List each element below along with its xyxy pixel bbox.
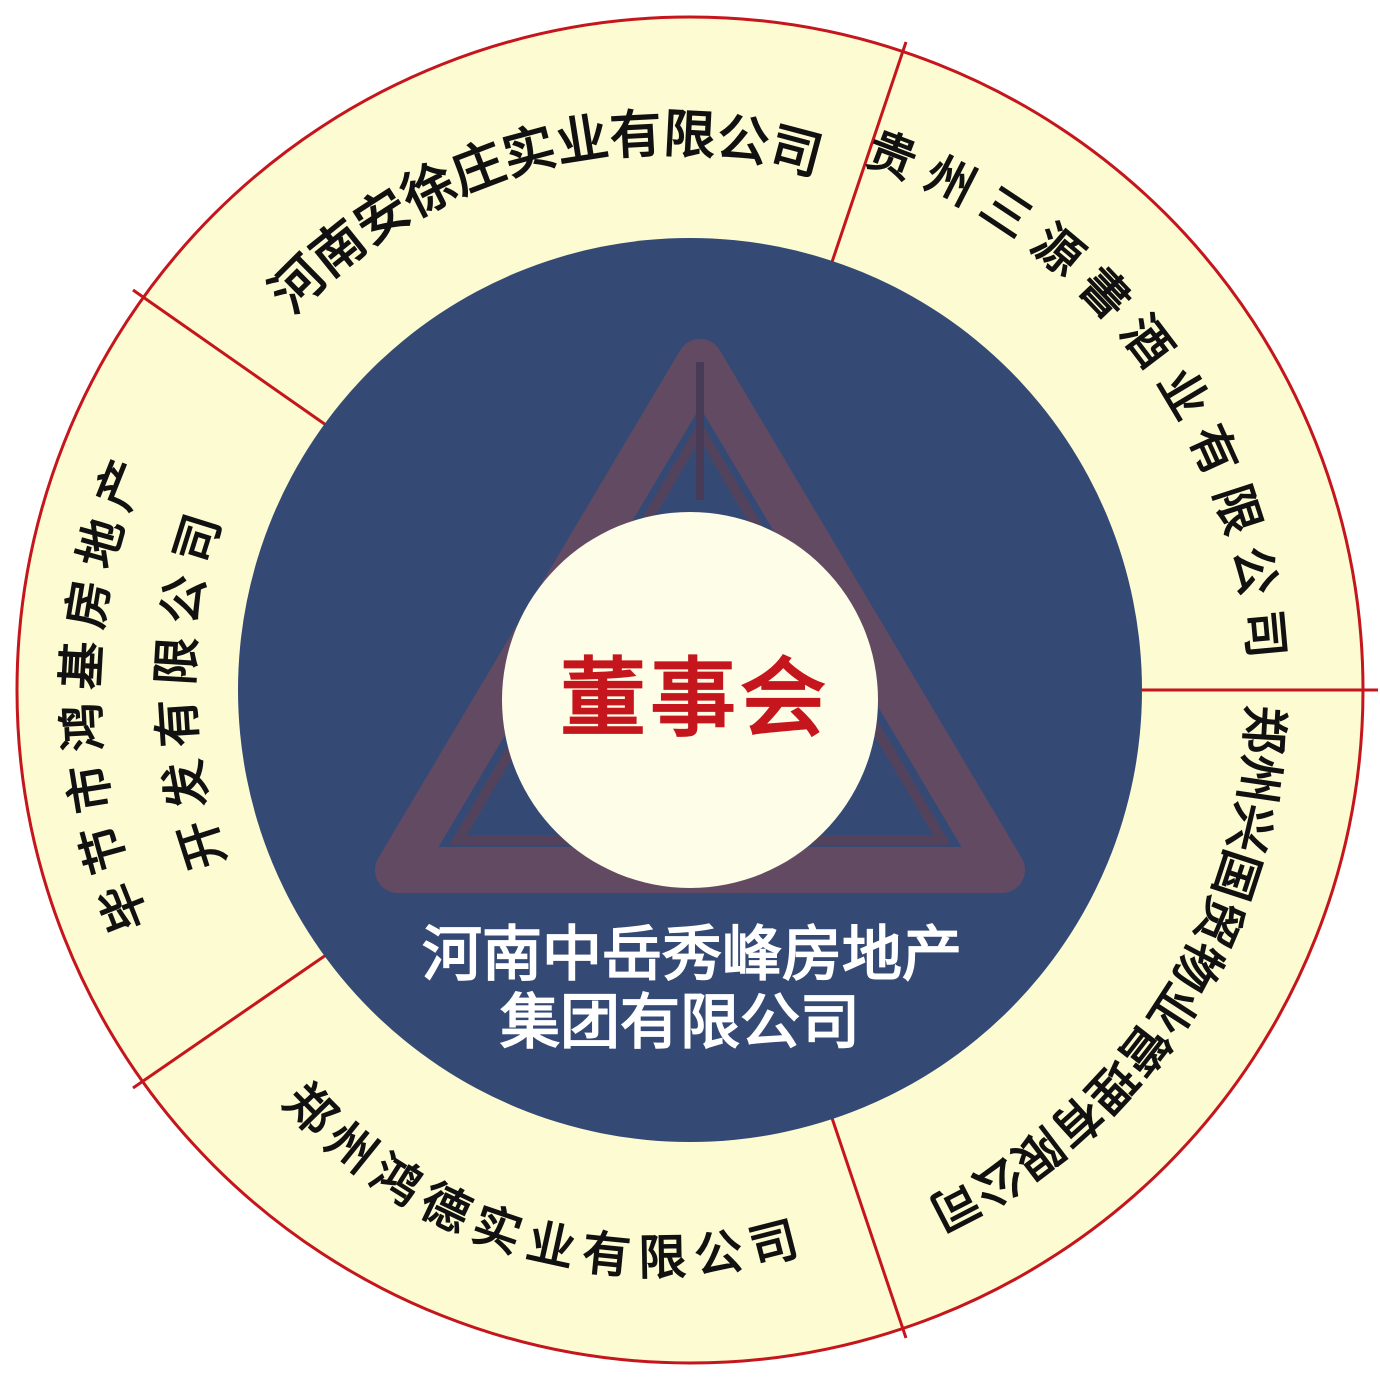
group-name-line1: 河南中岳秀峰房地产 [422, 920, 962, 990]
divider-bottom-right [830, 1117, 908, 1339]
divider-top-left [132, 288, 327, 427]
divider-top-right [830, 41, 908, 263]
group-name-line2: 集团有限公司 [499, 988, 860, 1058]
segment-dividers [132, 41, 1378, 1339]
divider-bottom-left [132, 953, 327, 1090]
board-label: 董事会 [560, 649, 830, 749]
center-circle [502, 512, 878, 888]
